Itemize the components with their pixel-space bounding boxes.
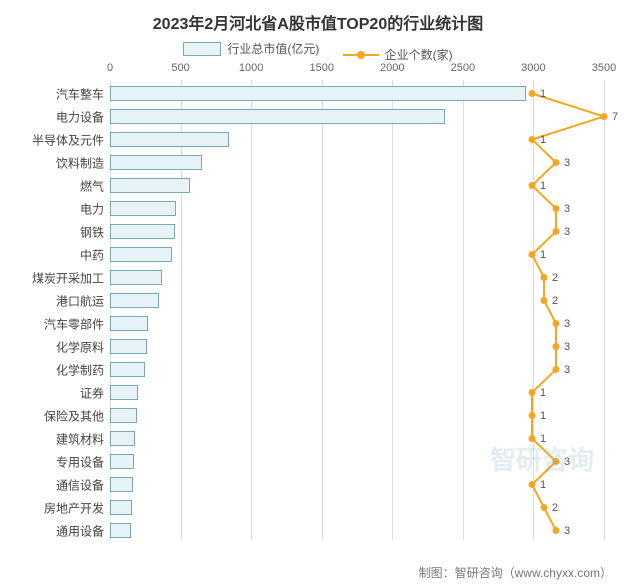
x-tick-label: 2000 bbox=[380, 62, 404, 74]
line-value-label: 3 bbox=[564, 525, 570, 537]
line-marker bbox=[553, 320, 560, 327]
line-marker bbox=[601, 113, 608, 120]
line-marker bbox=[529, 182, 536, 189]
line-value-label: 2 bbox=[552, 272, 558, 284]
line-value-label: 1 bbox=[540, 249, 546, 261]
x-tick-label: 3500 bbox=[592, 62, 616, 74]
line-marker bbox=[529, 251, 536, 258]
line-marker bbox=[553, 527, 560, 534]
line-marker bbox=[529, 481, 536, 488]
line-value-label: 3 bbox=[564, 364, 570, 376]
category-label: 电力设备 bbox=[56, 108, 104, 125]
legend-line-label: 企业个数(家) bbox=[385, 46, 453, 63]
line-value-label: 1 bbox=[540, 134, 546, 146]
line-value-label: 3 bbox=[564, 157, 570, 169]
category-label: 房地产开发 bbox=[44, 499, 104, 516]
category-label: 汽车零部件 bbox=[44, 315, 104, 332]
category-label: 化学制药 bbox=[56, 361, 104, 378]
category-label: 通信设备 bbox=[56, 476, 104, 493]
legend-line-swatch bbox=[343, 54, 379, 56]
line-marker bbox=[529, 90, 536, 97]
x-tick-label: 500 bbox=[171, 62, 189, 74]
x-tick-label: 2500 bbox=[451, 62, 475, 74]
legend-bar-item: 行业总市值(亿元) bbox=[183, 40, 319, 57]
line-value-label: 1 bbox=[540, 479, 546, 491]
line-value-label: 2 bbox=[552, 502, 558, 514]
footer-credit: 制图：智研咨询（www.chyxx.com） bbox=[419, 564, 612, 581]
line-value-label: 7 bbox=[612, 111, 618, 123]
x-tick-label: 0 bbox=[107, 62, 113, 74]
category-label: 证券 bbox=[80, 384, 104, 401]
category-label: 化学原料 bbox=[56, 338, 104, 355]
line-value-label: 2 bbox=[552, 295, 558, 307]
category-label: 半导体及元件 bbox=[32, 131, 104, 148]
category-label: 汽车整车 bbox=[56, 85, 104, 102]
line-value-label: 1 bbox=[540, 410, 546, 422]
category-label: 燃气 bbox=[80, 177, 104, 194]
chart-title: 2023年2月河北省A股市值TOP20的行业统计图 bbox=[0, 10, 636, 34]
line-value-label: 1 bbox=[540, 88, 546, 100]
category-label: 钢铁 bbox=[80, 223, 104, 240]
line-value-label: 3 bbox=[564, 318, 570, 330]
x-tick-label: 1000 bbox=[239, 62, 263, 74]
legend-bar-swatch bbox=[183, 42, 221, 56]
line-marker bbox=[553, 228, 560, 235]
category-label: 保险及其他 bbox=[44, 407, 104, 424]
line-value-label: 3 bbox=[564, 203, 570, 215]
category-label: 煤炭开采加工 bbox=[32, 269, 104, 286]
category-label: 建筑材料 bbox=[56, 430, 104, 447]
line-value-label: 3 bbox=[564, 226, 570, 238]
line-marker bbox=[529, 136, 536, 143]
category-label: 通用设备 bbox=[56, 522, 104, 539]
legend-bar-label: 行业总市值(亿元) bbox=[227, 40, 319, 57]
line-value-label: 3 bbox=[564, 341, 570, 353]
gridline bbox=[604, 80, 605, 540]
line-value-label: 1 bbox=[540, 180, 546, 192]
category-label: 港口航运 bbox=[56, 292, 104, 309]
line-marker bbox=[553, 159, 560, 166]
line-marker bbox=[541, 274, 548, 281]
line-marker bbox=[553, 366, 560, 373]
line-marker bbox=[553, 343, 560, 350]
line-marker bbox=[541, 297, 548, 304]
line-marker bbox=[541, 504, 548, 511]
x-tick-label: 3000 bbox=[521, 62, 545, 74]
chart-root: 2023年2月河北省A股市值TOP20的行业统计图 行业总市值(亿元) 企业个数… bbox=[0, 0, 636, 587]
line-marker bbox=[553, 205, 560, 212]
category-label: 电力 bbox=[80, 200, 104, 217]
category-label: 饮料制造 bbox=[56, 154, 104, 171]
category-label: 中药 bbox=[80, 246, 104, 263]
x-tick-label: 1500 bbox=[309, 62, 333, 74]
line-marker bbox=[529, 412, 536, 419]
line-marker bbox=[529, 389, 536, 396]
category-label: 专用设备 bbox=[56, 453, 104, 470]
watermark: 智研咨询 bbox=[490, 440, 594, 477]
line-value-label: 1 bbox=[540, 387, 546, 399]
legend-line-item: 企业个数(家) bbox=[343, 46, 453, 63]
legend: 行业总市值(亿元) 企业个数(家) bbox=[0, 40, 636, 63]
